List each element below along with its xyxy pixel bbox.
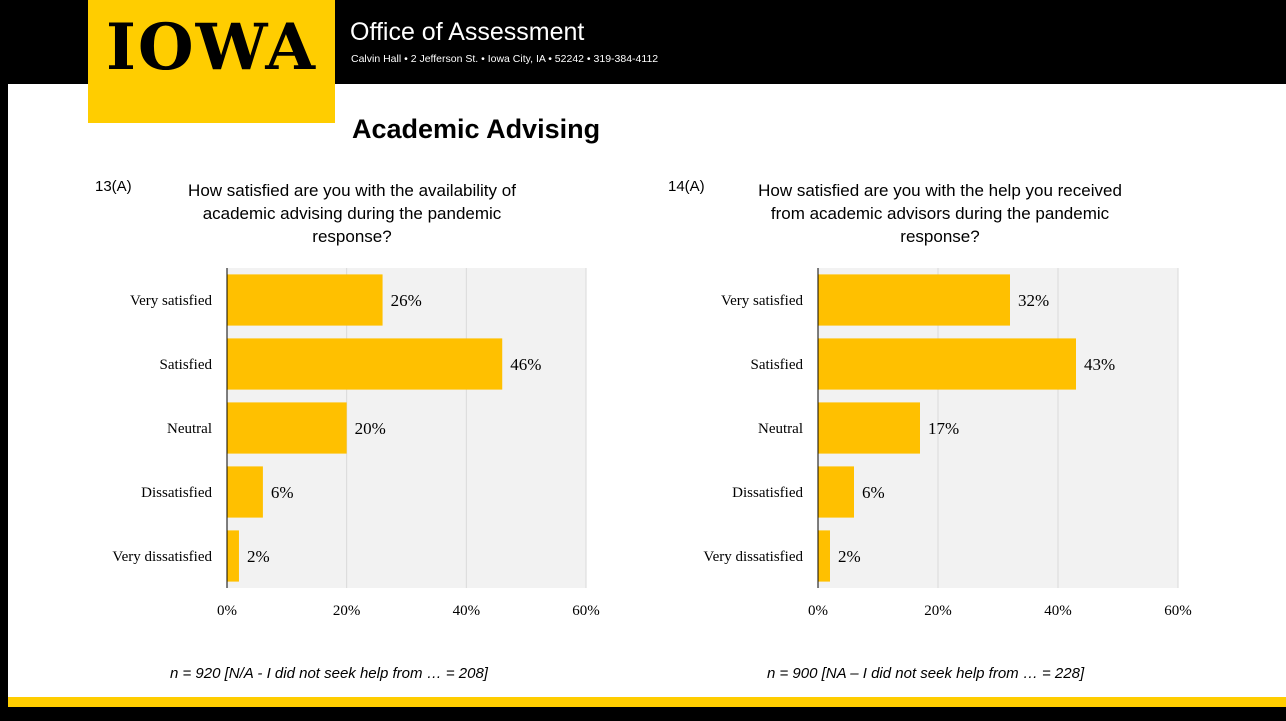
data-label: 6% bbox=[271, 483, 294, 502]
question-number: 14(A) bbox=[668, 178, 705, 195]
data-label: 2% bbox=[838, 547, 861, 566]
x-tick-label: 20% bbox=[333, 603, 361, 619]
category-label: Very dissatisfied bbox=[703, 549, 803, 565]
x-tick-label: 40% bbox=[453, 603, 481, 619]
x-tick-label: 60% bbox=[572, 603, 600, 619]
office-address: Calvin Hall • 2 Jefferson St. • Iowa Cit… bbox=[351, 53, 659, 65]
question-line: response? bbox=[900, 227, 980, 246]
x-tick-label: 0% bbox=[808, 603, 828, 619]
category-label: Very dissatisfied bbox=[112, 549, 212, 565]
x-tick-label: 20% bbox=[924, 603, 952, 619]
bar-chart-help-received: 0% 20% 40% 60% 32% Very satisfied 43% Satisfied… bbox=[703, 268, 1192, 619]
category-label: Neutral bbox=[167, 421, 212, 437]
data-label: 43% bbox=[1084, 355, 1115, 374]
data-label: 17% bbox=[928, 419, 959, 438]
logo-wordmark: IOWA bbox=[105, 10, 318, 85]
bar bbox=[227, 466, 263, 518]
question-line: response? bbox=[312, 227, 392, 246]
bar bbox=[818, 274, 1010, 326]
bar bbox=[818, 466, 854, 518]
category-label: Satisfied bbox=[751, 357, 804, 373]
bar bbox=[227, 530, 239, 582]
question-number: 13(A) bbox=[95, 178, 132, 195]
question-line: academic advising during the pandemic bbox=[202, 204, 502, 223]
question-line: How satisfied are you with the help you … bbox=[758, 181, 1122, 200]
data-label: 6% bbox=[862, 483, 885, 502]
x-tick-label: 40% bbox=[1044, 603, 1072, 619]
bar bbox=[227, 274, 383, 326]
bar bbox=[227, 338, 503, 390]
bar bbox=[227, 402, 347, 454]
category-label: Dissatisfied bbox=[732, 485, 803, 501]
question-line: from academic advisors during the pandem… bbox=[770, 204, 1110, 223]
footnote-sample-size: n = 920 [N/A - I did not seek help from … bbox=[170, 665, 488, 682]
data-label: 46% bbox=[510, 355, 541, 374]
question-text: How satisfied are you with the availabil… bbox=[152, 179, 552, 248]
bar bbox=[818, 530, 830, 582]
question-line: How satisfied are you with the availabil… bbox=[188, 181, 516, 200]
category-label: Dissatisfied bbox=[141, 485, 212, 501]
question-text: How satisfied are you with the help you … bbox=[725, 179, 1155, 248]
bottom-bar bbox=[0, 707, 1286, 721]
data-label: 2% bbox=[247, 547, 270, 566]
bar bbox=[818, 338, 1076, 390]
bar-chart-availability: 0% 20% 40% 60% 26% Very satisfied 46% Satisfied… bbox=[112, 268, 600, 619]
category-label: Satisfied bbox=[160, 357, 213, 373]
page-title: Academic Advising bbox=[352, 114, 601, 144]
data-label: 20% bbox=[355, 419, 386, 438]
category-label: Very satisfied bbox=[721, 293, 804, 309]
data-label: 32% bbox=[1018, 291, 1049, 310]
footnote-sample-size: n = 900 [NA – I did not seek help from …… bbox=[767, 665, 1085, 682]
x-tick-label: 0% bbox=[217, 603, 237, 619]
office-title: Office of Assessment bbox=[350, 18, 585, 46]
gold-rule bbox=[8, 697, 1286, 707]
category-label: Very satisfied bbox=[130, 293, 213, 309]
bar bbox=[818, 402, 920, 454]
iowa-logo: IOWA bbox=[88, 0, 335, 123]
category-label: Neutral bbox=[758, 421, 803, 437]
x-tick-label: 60% bbox=[1164, 603, 1192, 619]
data-label: 26% bbox=[391, 291, 422, 310]
